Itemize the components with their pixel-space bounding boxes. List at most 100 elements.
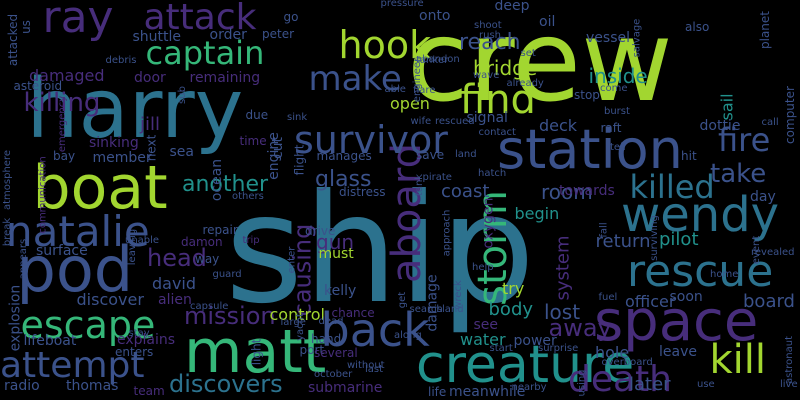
word-towards: towards (559, 183, 615, 199)
word-killing: killing (23, 88, 101, 118)
word-kill: kill (709, 337, 767, 383)
word-make: make (308, 59, 402, 99)
word-port: port (299, 343, 325, 357)
word-door: door (134, 70, 166, 86)
word-thomas: thomas (66, 378, 119, 394)
word-start: start (489, 343, 513, 354)
word-reach: reach (459, 30, 521, 55)
word-hit: hit (681, 149, 697, 163)
word-abandon: abandon (416, 54, 460, 65)
word-guard: guard (212, 269, 242, 280)
word-pressure: pressure (380, 0, 424, 9)
word-sea: sea (169, 144, 195, 160)
word-onto: onto (419, 8, 451, 24)
word-matt: matt (184, 317, 327, 387)
word-explosion: explosion (6, 284, 23, 352)
word-leave: leave (659, 344, 697, 360)
word-overboard: overboard (601, 357, 653, 368)
word-emergency: emergency (57, 95, 69, 153)
word-team: team (133, 384, 165, 398)
word-explains: explains (117, 332, 176, 348)
word-asteroid: asteroid (13, 79, 63, 93)
word-use: use (697, 379, 715, 390)
word-hook: hook (338, 23, 432, 67)
word-open: open (390, 94, 430, 113)
word-gun: gun (316, 230, 355, 254)
word-control: control (269, 305, 325, 324)
word-oil: oil (539, 14, 556, 30)
word-boat: boat (32, 153, 168, 223)
word-harry: harry (26, 62, 244, 157)
word-death: death (568, 359, 672, 400)
word-take: take (710, 159, 767, 189)
word-rescued: rescued (435, 116, 475, 127)
word-shuttle: shuttle (132, 29, 182, 45)
word-damon: damon (181, 235, 223, 249)
word-vessel: vessel (586, 30, 630, 46)
word-stay: stay (128, 328, 150, 339)
word-pod: pod (16, 233, 134, 306)
word-body: body (488, 299, 534, 320)
word-without: without (347, 360, 385, 371)
word-damage: damage (424, 274, 441, 332)
word-jill: jill (140, 114, 161, 135)
word-tell: tell (610, 142, 626, 153)
word-crew: crew (407, 0, 673, 127)
word-attempt: attempt (0, 345, 145, 386)
word-drive: drive (305, 224, 336, 238)
word-begin: begin (514, 204, 560, 223)
word-sail: sail (717, 93, 737, 121)
word-appears: appears (18, 238, 30, 280)
word-captain: captain (145, 34, 265, 72)
word-dead: dead (318, 316, 344, 327)
word-dottie: dottie (699, 118, 741, 134)
word-light: light (248, 338, 263, 366)
word-meanwhile: meanwhile (449, 384, 526, 400)
word-search: search (409, 304, 443, 315)
word-surprise: surprise (538, 343, 579, 354)
word-tanker: tanker (416, 55, 449, 66)
word-able: able (384, 84, 406, 95)
word-several: several (314, 346, 358, 360)
word-tank: tank (414, 173, 426, 197)
word-remaining: remaining (189, 70, 261, 86)
word-astronaut: astronaut (784, 336, 795, 384)
word-another: another (182, 172, 269, 197)
word-pilot: pilot (659, 229, 699, 250)
word-soon: soon (669, 289, 703, 305)
word-david: david (152, 274, 197, 293)
word-leaving: leaving (127, 228, 139, 266)
word-ray: ray (42, 0, 114, 43)
word-contact: contact (478, 127, 516, 138)
word-creature: creature (416, 335, 635, 395)
word-shoot: shoot (474, 20, 502, 31)
word-salvage: salvage (630, 18, 642, 58)
word-water: water (460, 330, 506, 349)
word-raft: raft (600, 121, 622, 135)
word-help: help (472, 262, 494, 273)
word-attack: attack (143, 0, 257, 38)
word-enters: enters (115, 345, 154, 359)
word-surviving: surviving (648, 215, 660, 261)
word-approach: approach (440, 209, 452, 257)
word-debris: debris (105, 55, 137, 66)
word-station: station (497, 118, 683, 181)
word-try: try (502, 279, 525, 298)
word-must: must (318, 246, 354, 262)
word-wendy: wendy (621, 187, 780, 243)
word-unable: unable (125, 235, 160, 246)
word-come: come (600, 83, 628, 94)
word-sub: sub (176, 86, 188, 104)
word-save: save (416, 148, 445, 162)
word-communication: communication (37, 156, 49, 234)
word-chance: chance (331, 306, 375, 320)
word-attacked: attacked (6, 13, 21, 67)
word-flare: flare (413, 85, 436, 96)
word-damaged: damaged (29, 66, 105, 85)
word-nearby: nearby (511, 382, 547, 393)
word-go: go (283, 10, 299, 24)
word-day: day (750, 189, 776, 205)
word-glass: glass (315, 167, 372, 192)
word-escape: escape (20, 303, 156, 347)
